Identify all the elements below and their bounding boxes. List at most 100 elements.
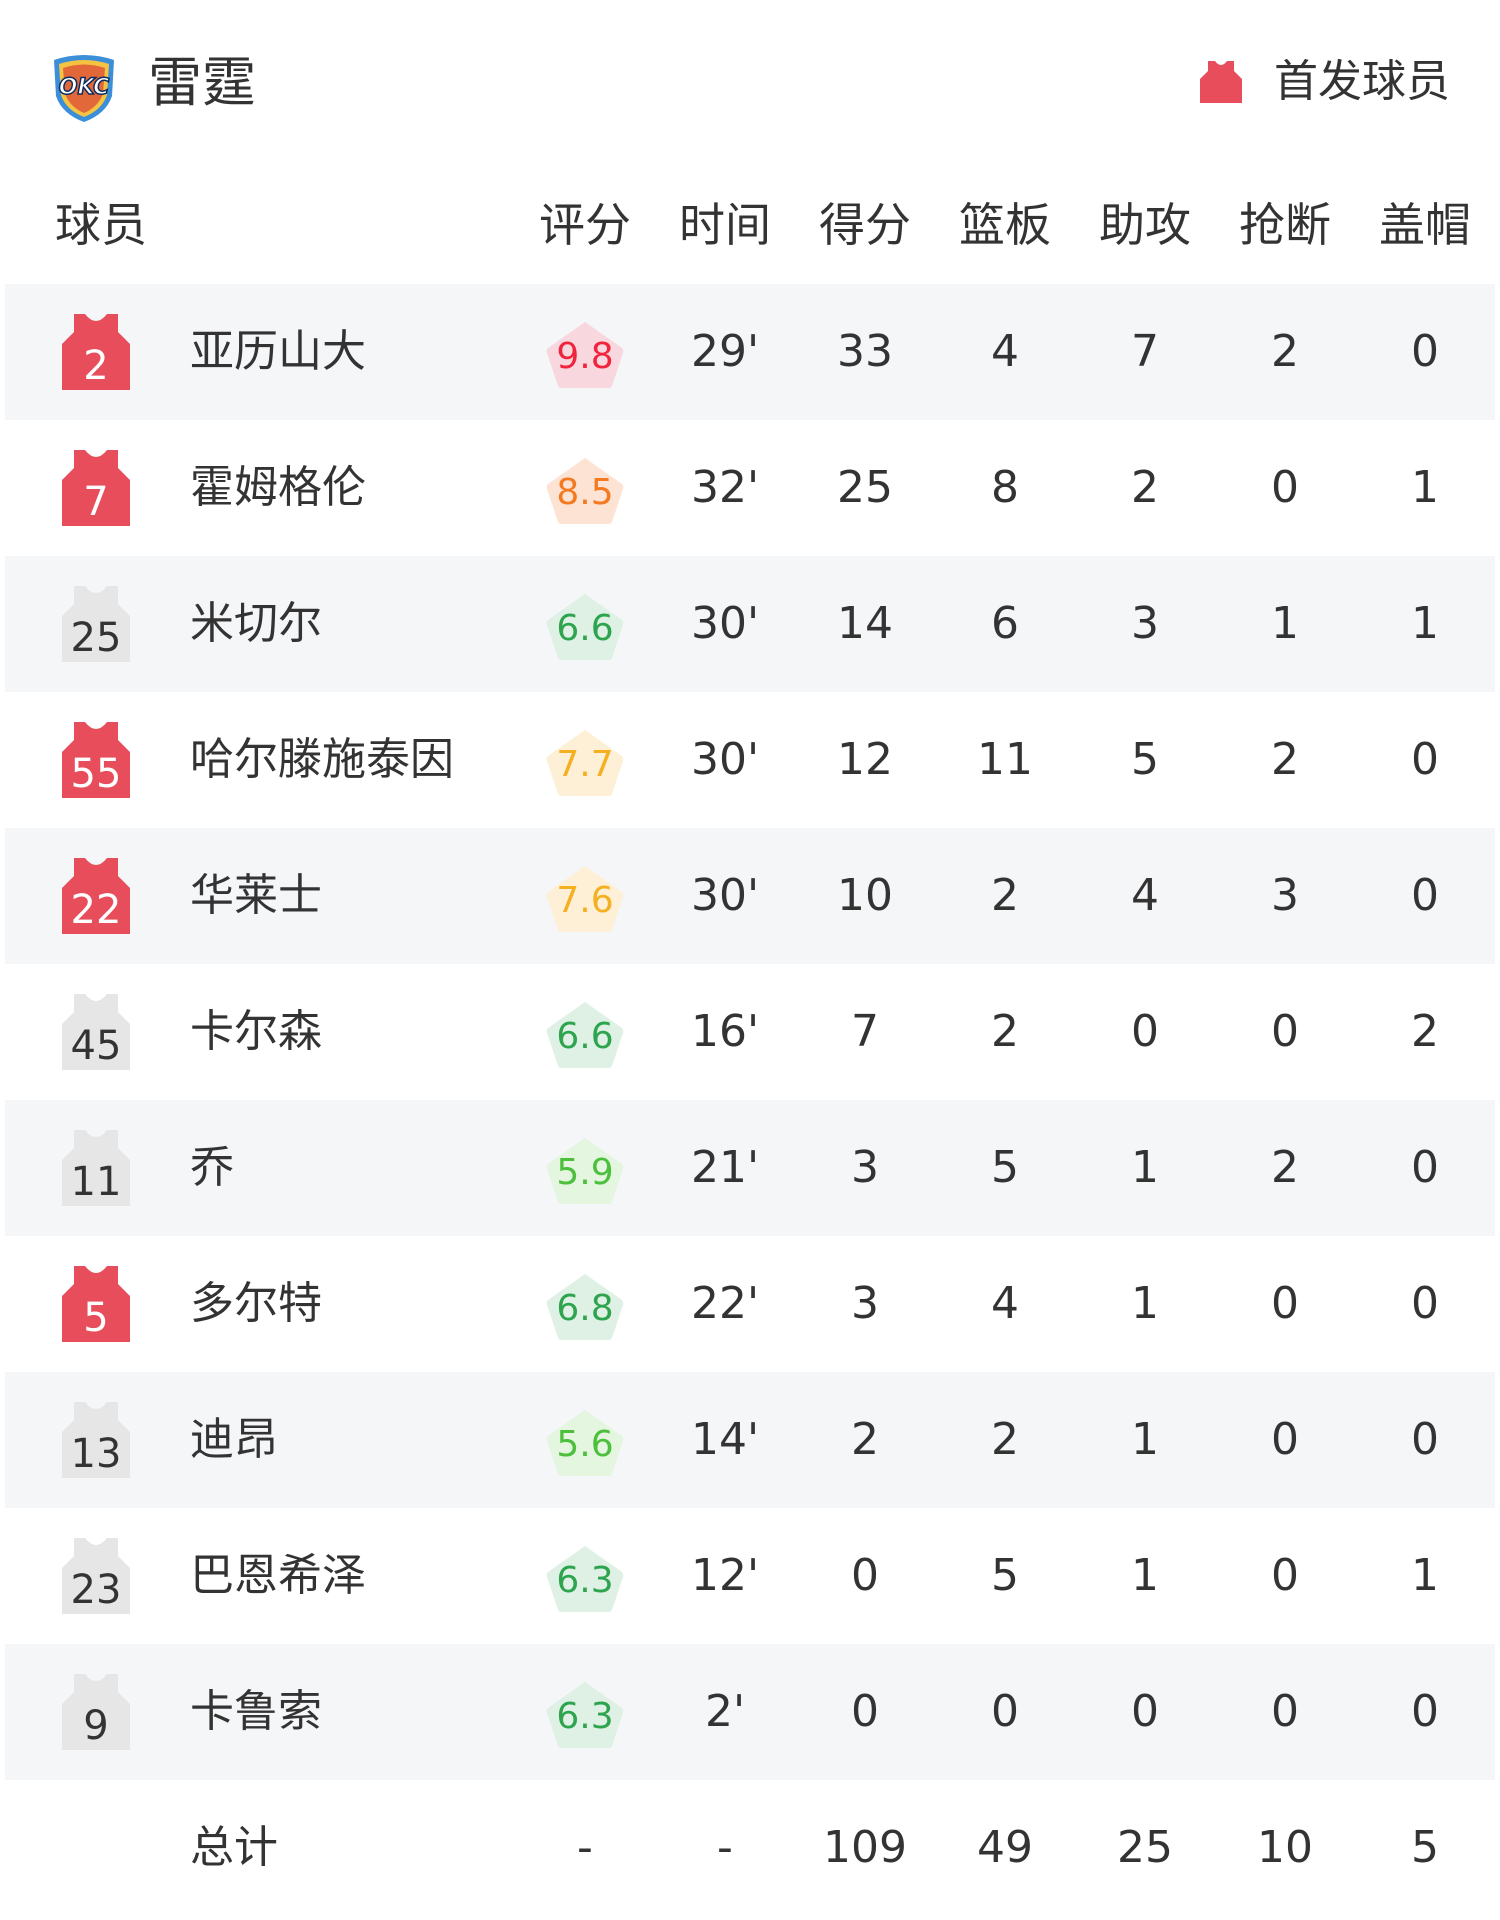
player-row[interactable]: 11 乔 5.9 21' 3 5 1 2 0 [5,1100,1495,1236]
col-points[interactable]: 得分 [819,198,911,252]
jersey-icon: 13 [60,1400,132,1480]
stat-ast: 3 [1131,598,1159,649]
stat-stl: 0 [1271,462,1299,513]
player-name[interactable]: 霍姆格伦 [190,462,366,513]
rating-value: 5.6 [556,1424,614,1465]
stat-ast: 0 [1131,1686,1159,1737]
player-name[interactable]: 乔 [190,1142,234,1193]
stat-min: 22' [690,1278,760,1329]
stat-reb: 2 [991,1414,1019,1465]
stat-stl: 1 [1271,598,1299,649]
player-name[interactable]: 华莱士 [190,870,322,921]
player-row[interactable]: 45 卡尔森 6.6 16' 7 2 0 0 2 [5,964,1495,1100]
stat-pts: 12 [837,734,893,785]
team-name: 雷霆 [148,51,256,114]
stat-ast: 1 [1131,1278,1159,1329]
rating-value: 5.9 [556,1152,614,1193]
rating-value: 9.8 [556,336,614,377]
rating-badge: 6.8 [544,1272,626,1342]
jersey-icon: 5 [60,1264,132,1344]
okc-shield-logo: OKC [54,55,114,122]
total-stl: 10 [1257,1822,1313,1873]
jersey-number: 7 [83,479,109,525]
stat-stl: 0 [1271,1278,1299,1329]
jersey-number: 22 [70,887,122,933]
stat-blk: 0 [1411,734,1439,785]
player-name[interactable]: 迪昂 [190,1414,278,1465]
col-blocks[interactable]: 盖帽 [1379,198,1471,252]
player-name[interactable]: 卡尔森 [190,1006,322,1057]
player-name[interactable]: 多尔特 [190,1278,322,1329]
player-name[interactable]: 米切尔 [190,598,322,649]
stat-min: 12' [690,1550,760,1601]
player-row[interactable]: 25 米切尔 6.6 30' 14 6 3 1 1 [5,556,1495,692]
col-rating[interactable]: 评分 [539,198,631,252]
legend-label: 首发球员 [1274,56,1450,107]
player-row[interactable]: 7 霍姆格伦 8.5 32' 25 8 2 0 1 [5,420,1495,556]
jersey-number: 11 [70,1159,122,1205]
stat-stl: 2 [1271,326,1299,377]
stat-pts: 25 [837,462,893,513]
stat-ast: 2 [1131,462,1159,513]
rating-value: 6.6 [556,1016,614,1057]
stat-reb: 5 [991,1142,1019,1193]
player-name[interactable]: 哈尔滕施泰因 [190,734,454,785]
col-assists[interactable]: 助攻 [1099,198,1191,252]
stat-blk: 1 [1411,1550,1439,1601]
rating-badge: 7.6 [544,864,626,934]
stat-reb: 4 [991,326,1019,377]
col-steals[interactable]: 抢断 [1239,198,1331,252]
player-row[interactable]: 5 多尔特 6.8 22' 3 4 1 0 0 [5,1236,1495,1372]
stat-stl: 0 [1271,1006,1299,1057]
player-row[interactable]: 13 迪昂 5.6 14' 2 2 1 0 0 [5,1372,1495,1508]
total-blk: 5 [1411,1822,1439,1873]
player-name[interactable]: 巴恩希泽 [190,1550,366,1601]
stat-stl: 0 [1271,1686,1299,1737]
rating-badge: 8.5 [544,456,626,526]
stat-min: 30' [690,598,760,649]
jersey-number: 13 [70,1431,122,1477]
rating-value: 6.8 [556,1288,614,1329]
stat-min: 30' [690,870,760,921]
player-row[interactable]: 9 卡鲁索 6.3 2' 0 0 0 0 0 [5,1644,1495,1780]
stat-pts: 3 [851,1278,879,1329]
stat-min: 21' [690,1142,760,1193]
stat-ast: 5 [1131,734,1159,785]
player-row[interactable]: 55 哈尔滕施泰因 7.7 30' 12 11 5 2 0 [5,692,1495,828]
jersey-number: 5 [83,1295,109,1341]
jersey-icon: 7 [60,448,132,528]
stat-ast: 7 [1131,326,1159,377]
player-name[interactable]: 卡鲁索 [190,1686,322,1737]
stat-blk: 2 [1411,1006,1439,1057]
stat-pts: 7 [851,1006,879,1057]
rating-value: 6.3 [556,1560,614,1601]
rating-badge: 9.8 [544,320,626,390]
stat-blk: 1 [1411,462,1439,513]
stat-reb: 5 [991,1550,1019,1601]
player-row[interactable]: 2 亚历山大 9.8 29' 33 4 7 2 0 [5,284,1495,420]
player-name[interactable]: 亚历山大 [190,326,366,377]
stat-reb: 6 [991,598,1019,649]
col-minutes[interactable]: 时间 [679,198,771,252]
stat-blk: 0 [1411,1142,1439,1193]
rating-badge: 6.3 [544,1680,626,1750]
stat-reb: 8 [991,462,1019,513]
rating-badge: 6.6 [544,1000,626,1070]
jersey-icon: 45 [60,992,132,1072]
jersey-icon: 22 [60,856,132,936]
rating-badge: 5.9 [544,1136,626,1206]
col-rebounds[interactable]: 篮板 [959,198,1051,252]
rating-value: 7.6 [556,880,614,921]
stat-min: 14' [690,1414,760,1465]
player-row[interactable]: 23 巴恩希泽 6.3 12' 0 5 1 0 1 [5,1508,1495,1644]
jersey-number: 25 [70,615,122,661]
stat-min: 2' [704,1686,746,1737]
rating-value: 7.7 [556,744,614,785]
stat-blk: 0 [1411,1686,1439,1737]
totals-row: 总计 - - 109 49 25 10 5 [5,1780,1495,1916]
player-row[interactable]: 22 华莱士 7.6 30' 10 2 4 3 0 [5,828,1495,964]
total-ast: 25 [1117,1822,1173,1873]
rating-badge: 6.6 [544,592,626,662]
stat-reb: 0 [991,1686,1019,1737]
rating-value: 8.5 [556,472,614,513]
